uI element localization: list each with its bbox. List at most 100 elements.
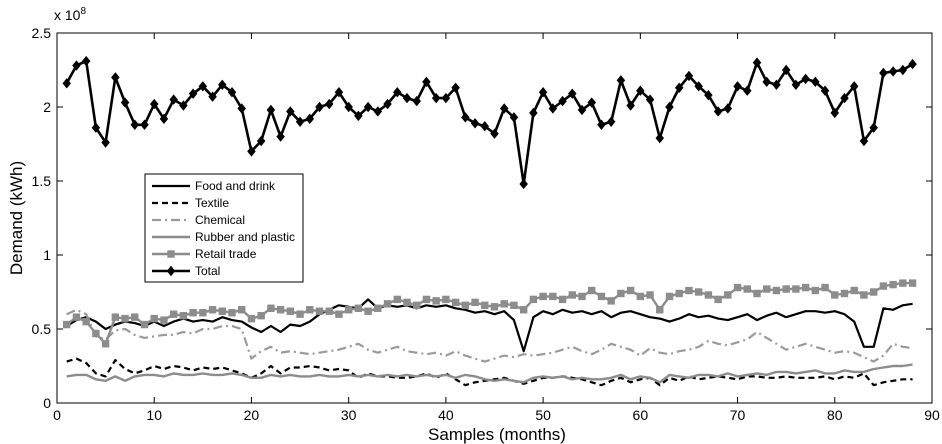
data-point-retail-trade <box>179 311 188 320</box>
data-point-total <box>636 85 645 96</box>
data-point-retail-trade <box>714 295 722 304</box>
x-tick-label: 0 <box>53 407 61 423</box>
data-point-retail-trade <box>656 306 664 314</box>
data-point-retail-trade <box>208 306 217 314</box>
data-point-total <box>324 98 334 110</box>
data-point-retail-trade <box>150 314 158 323</box>
data-point-retail-trade <box>899 279 907 287</box>
data-point-total <box>674 82 684 93</box>
data-point-total <box>451 82 460 93</box>
data-point-retail-trade <box>539 292 547 301</box>
x-tick-label: 10 <box>146 407 162 423</box>
data-point-total <box>169 94 178 105</box>
data-point-retail-trade <box>490 303 499 311</box>
data-point-retail-trade <box>831 291 839 299</box>
data-point-retail-trade <box>344 306 353 314</box>
data-point-total <box>558 95 567 107</box>
data-point-total <box>431 92 441 104</box>
y-tick-label: 2 <box>43 99 51 115</box>
data-point-total <box>101 137 110 148</box>
data-point-retail-trade <box>869 288 878 296</box>
data-point-retail-trade <box>724 291 732 299</box>
legend-label-chemical: Chemical <box>195 213 245 227</box>
data-point-retail-trade <box>247 314 256 323</box>
data-point-total <box>198 81 208 92</box>
data-point-total <box>91 122 101 133</box>
data-point-retail-trade <box>82 317 90 326</box>
data-point-total <box>470 118 480 129</box>
data-point-retail-trade <box>101 340 110 348</box>
data-point-total <box>81 55 91 67</box>
data-point-retail-trade <box>286 307 295 315</box>
legend-label-rubber-and-plastic: Rubber and plastic <box>195 230 295 244</box>
data-point-retail-trade <box>131 313 139 321</box>
data-point-retail-trade <box>72 313 81 321</box>
data-layer <box>62 55 917 387</box>
data-point-total <box>334 87 344 98</box>
data-point-total <box>849 81 859 92</box>
data-point-total <box>762 76 771 88</box>
data-point-total <box>130 119 140 130</box>
data-point-retail-trade <box>335 310 343 318</box>
data-point-retail-trade <box>432 297 440 305</box>
data-point-total <box>344 101 353 113</box>
data-point-retail-trade <box>267 304 275 312</box>
data-point-retail-trade <box>140 320 149 329</box>
data-point-retail-trade <box>763 285 771 293</box>
series-line-chemical <box>66 308 913 363</box>
data-point-total <box>529 107 538 119</box>
data-point-total <box>538 87 548 98</box>
data-point-total <box>743 85 752 96</box>
data-point-total <box>840 92 849 104</box>
data-point-total <box>363 101 373 113</box>
data-point-retail-trade <box>558 295 567 304</box>
y-axis-title: Demand (kWh) <box>7 161 26 275</box>
data-point-total <box>461 112 470 123</box>
data-point-retail-trade <box>383 300 392 308</box>
data-point-retail-trade <box>821 283 829 292</box>
data-point-retail-trade <box>218 307 226 315</box>
data-point-total <box>733 81 742 92</box>
data-point-legend-total <box>166 265 176 277</box>
data-point-total <box>801 73 810 85</box>
data-point-retail-trade <box>315 307 324 315</box>
x-tick-label: 70 <box>730 407 746 423</box>
data-point-retail-trade <box>228 309 236 317</box>
data-point-total <box>295 116 305 127</box>
data-point-retail-trade <box>646 291 654 299</box>
data-point-retail-trade <box>325 307 333 315</box>
ticks-layer: 0 10 20 30 40 50 60 70 80 90 0 0.5 1 1.5 2 2.5 <box>32 25 940 423</box>
data-point-retail-trade <box>461 301 470 310</box>
data-point-total <box>286 106 295 117</box>
data-point-retail-trade <box>578 292 586 301</box>
data-point-retail-trade <box>189 309 197 317</box>
data-point-retail-trade <box>733 283 742 292</box>
data-point-retail-trade <box>500 300 508 308</box>
data-point-total <box>509 112 519 123</box>
series-total <box>62 55 917 190</box>
data-point-retail-trade <box>782 285 790 293</box>
data-point-retail-trade <box>160 316 168 324</box>
x-tick-label: 80 <box>827 407 843 423</box>
data-point-retail-trade <box>451 298 460 307</box>
series-line-food-and-drink <box>66 298 913 353</box>
data-point-total <box>354 110 363 122</box>
data-point-total <box>383 98 392 110</box>
y-exponent-label: x 108 <box>54 6 86 23</box>
data-point-retail-trade <box>403 298 411 307</box>
data-point-total <box>373 106 383 117</box>
data-point-retail-trade <box>111 313 120 321</box>
data-point-retail-trade <box>238 306 246 314</box>
data-point-total <box>869 122 878 133</box>
data-point-retail-trade <box>597 292 606 301</box>
data-point-retail-trade <box>276 306 285 314</box>
data-point-total <box>713 106 723 117</box>
y-exponent-power: 8 <box>80 6 86 17</box>
data-point-total <box>811 76 820 88</box>
data-point-retail-trade <box>63 320 71 329</box>
legend-label-total: Total <box>195 264 220 278</box>
data-point-total <box>412 95 421 107</box>
data-point-total <box>626 100 635 111</box>
data-point-total <box>149 98 159 110</box>
